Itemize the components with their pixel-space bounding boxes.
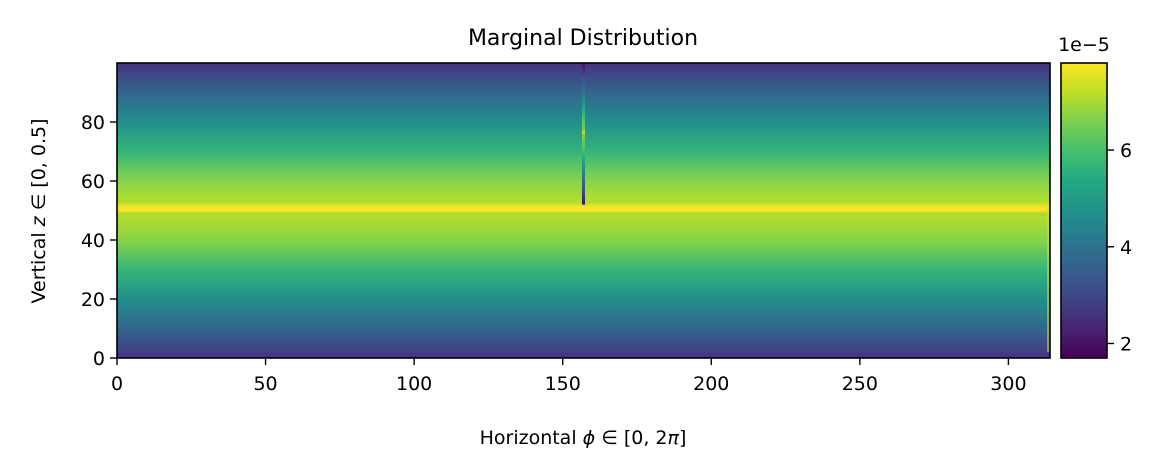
x-tick-label: 100 [396,373,432,395]
x-tick-label: 300 [990,373,1026,395]
colorbar-tick-label: 2 [1120,333,1132,355]
heatmap-edge-column [1047,204,1050,353]
colorbar-tick-label: 6 [1120,140,1132,162]
y-axis: 0 20 40 60 80 [81,112,117,370]
x-axis: 0 50 100 150 200 250 300 [111,358,1027,395]
y-axis-label-var: z [28,215,50,227]
chart-title: Marginal Distribution [468,26,698,51]
colorbar-tick-label: 4 [1120,237,1132,259]
x-axis-label-pi: π [668,427,680,449]
heatmap-vertical-feature [582,63,585,205]
x-axis-label-close: ] [679,427,686,449]
y-tick-label: 80 [81,112,105,134]
y-axis-label-range: ∈ [0, 0.5] [28,119,50,217]
y-tick-label: 0 [93,348,105,370]
colorbar-gradient-bar [1060,62,1108,359]
colorbar: 2 4 6 [1060,62,1132,359]
x-tick-label: 250 [842,373,878,395]
x-tick-label: 0 [111,373,123,395]
x-tick-label: 150 [545,373,581,395]
x-tick-label: 200 [693,373,729,395]
plot-area [116,62,1051,359]
x-tick-label: 50 [253,373,277,395]
x-axis-label: Horizontal ϕ ∈ [0, 2π] [480,427,687,449]
y-tick-label: 60 [81,171,105,193]
x-axis-label-range: ∈ [0, 2 [595,427,667,449]
colorbar-offset-label: 1e−5 [1058,34,1110,56]
y-tick-label: 40 [81,230,105,252]
plot-frame [116,62,1051,359]
y-tick-label: 20 [81,289,105,311]
x-axis-label-prefix: Horizontal [480,427,583,449]
y-axis-label: Vertical z ∈ [0, 0.5] [28,119,50,304]
x-axis-label-var: ϕ [583,427,596,449]
y-axis-label-prefix: Vertical [28,226,50,303]
